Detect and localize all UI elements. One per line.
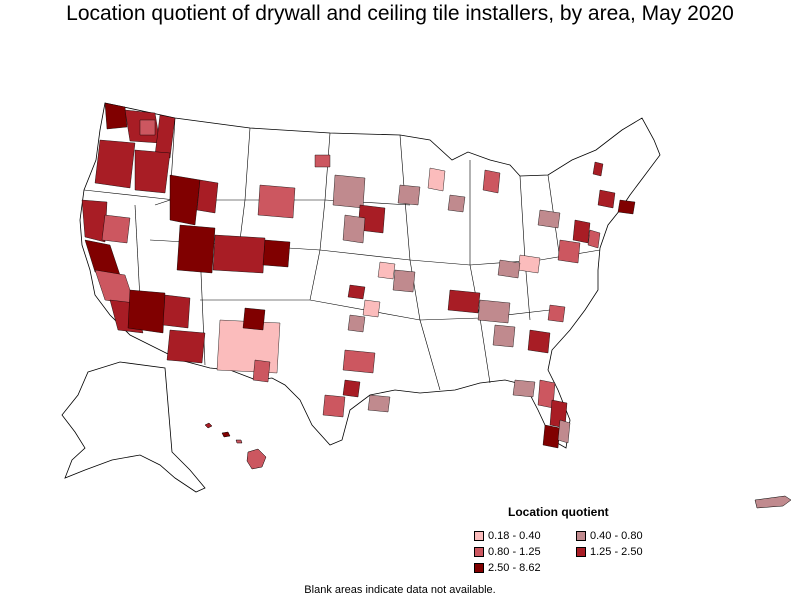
- puerto-rico: [754, 495, 792, 509]
- legend-title: Location quotient: [508, 505, 609, 519]
- legend-item-2: 0.40 - 0.80: [576, 530, 643, 542]
- legend-swatch: [576, 531, 586, 541]
- legend-label: 0.40 - 0.80: [590, 530, 643, 542]
- legend-swatch: [474, 563, 484, 573]
- legend-swatch: [576, 547, 586, 557]
- legend-item-3: 0.80 - 1.25: [474, 546, 541, 558]
- footnote: Blank areas indicate data not available.: [304, 584, 496, 596]
- legend-item-1: 0.18 - 0.40: [474, 530, 541, 542]
- legend-swatch: [474, 531, 484, 541]
- hawaii-islands: [204, 422, 267, 470]
- legend-label: 2.50 - 8.62: [488, 562, 541, 574]
- legend-item-4: 1.25 - 2.50: [576, 546, 643, 558]
- map-title: Location quotient of drywall and ceiling…: [66, 2, 734, 25]
- choropleth-areas: [81, 102, 636, 449]
- legend-swatch: [474, 547, 484, 557]
- legend-label: 0.80 - 1.25: [488, 546, 541, 558]
- legend-label: 0.18 - 0.40: [488, 530, 541, 542]
- legend-label: 1.25 - 2.50: [590, 546, 643, 558]
- alaska-outline: [61, 361, 206, 493]
- legend-item-5: 2.50 - 8.62: [474, 562, 541, 574]
